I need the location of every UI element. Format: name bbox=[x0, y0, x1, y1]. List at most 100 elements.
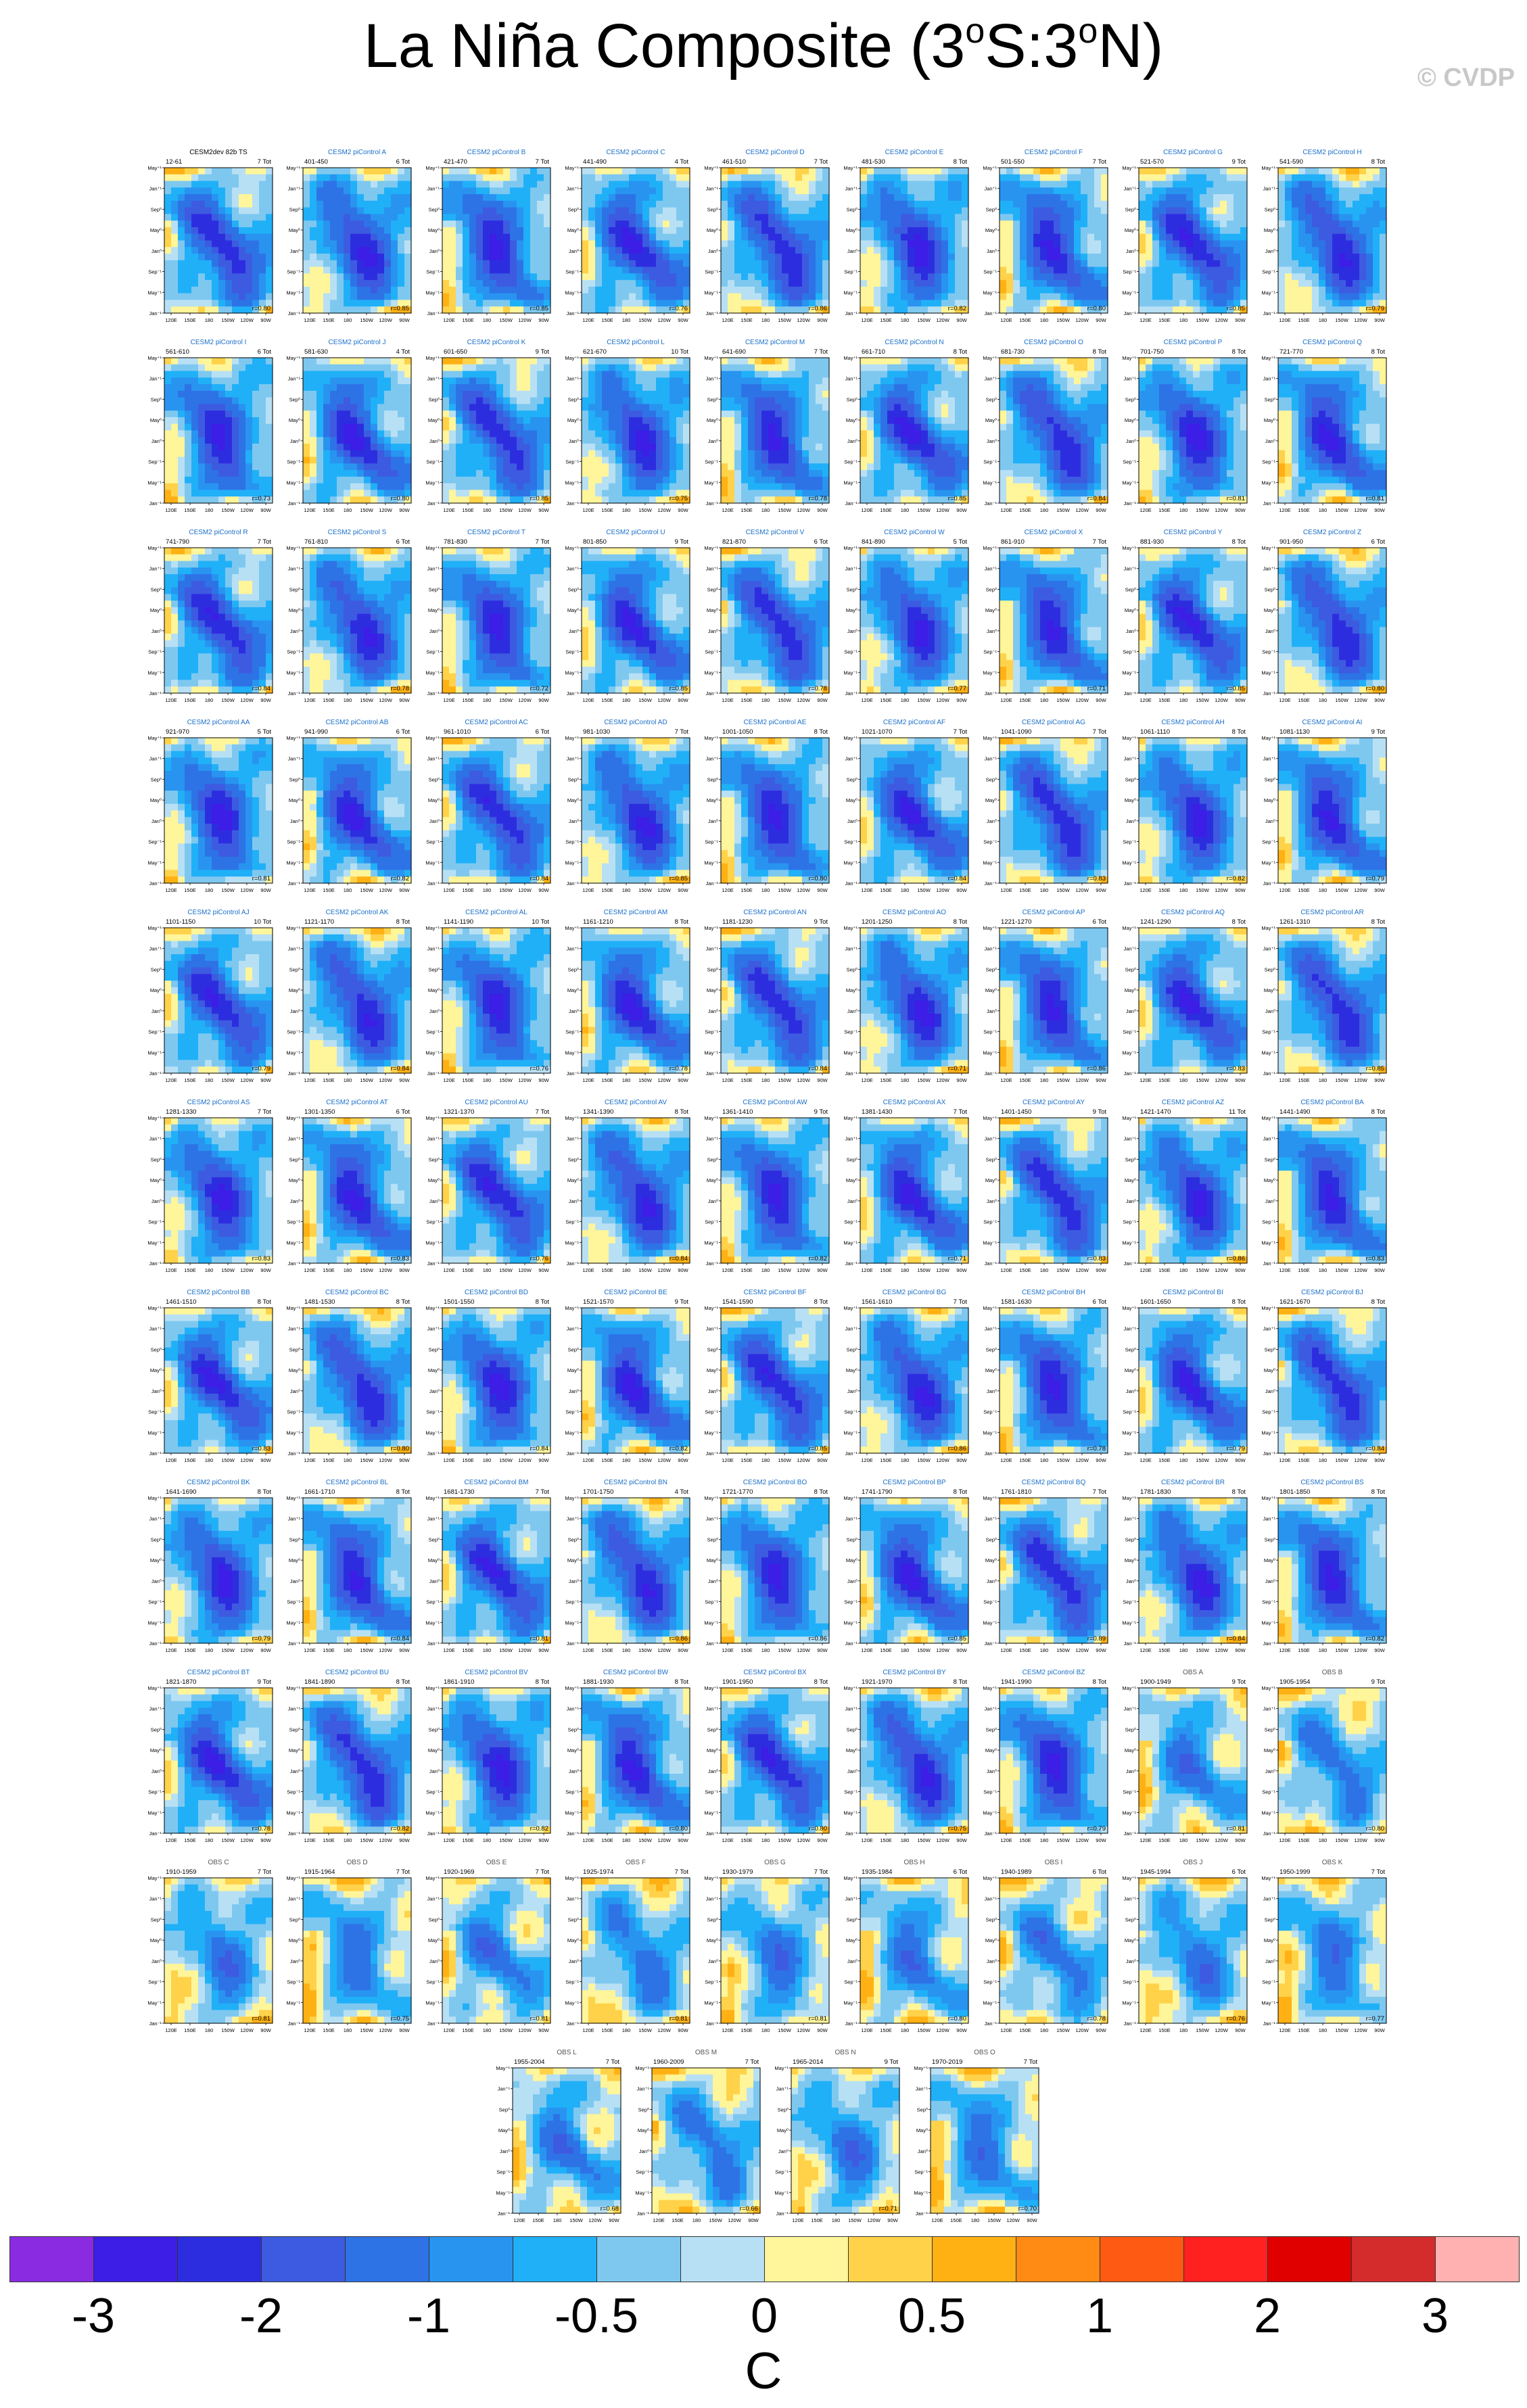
x-tick-label: 120W bbox=[1354, 317, 1368, 323]
heatmap-cell bbox=[1359, 227, 1367, 235]
heatmap-cell bbox=[1013, 174, 1020, 182]
heatmap-cell bbox=[1186, 233, 1194, 241]
heatmap-cell bbox=[463, 476, 470, 484]
heatmap-cell bbox=[330, 247, 337, 254]
heatmap-cell bbox=[469, 214, 477, 221]
heatmap-cell bbox=[602, 260, 609, 268]
heatmap-cell bbox=[330, 364, 337, 372]
heatmap-cell bbox=[768, 300, 776, 307]
heatmap-cell bbox=[748, 214, 755, 221]
heatmap-cell bbox=[530, 404, 538, 411]
heatmap-cell bbox=[789, 273, 796, 281]
heatmap-cell bbox=[337, 417, 344, 425]
heatmap-cell bbox=[615, 227, 623, 235]
heatmap-cell bbox=[503, 293, 511, 301]
heatmap-cell bbox=[323, 194, 331, 202]
heatmap-cell bbox=[330, 456, 337, 464]
heatmap-cell bbox=[941, 214, 949, 221]
heatmap-cell bbox=[775, 286, 782, 294]
heatmap-cell bbox=[337, 207, 344, 215]
heatmap-cell bbox=[1013, 286, 1020, 294]
heatmap-cell bbox=[663, 410, 670, 418]
heatmap-cell bbox=[198, 194, 206, 202]
heatmap-cell bbox=[1339, 194, 1346, 202]
heatmap-cell bbox=[232, 384, 239, 392]
heatmap-cell bbox=[330, 377, 337, 385]
heatmap-cell bbox=[476, 220, 484, 228]
heatmap-cell bbox=[1285, 266, 1292, 274]
heatmap-cell bbox=[371, 247, 378, 254]
heatmap-cell bbox=[914, 233, 922, 241]
heatmap-cell bbox=[483, 470, 490, 477]
heatmap-cell bbox=[266, 260, 273, 268]
heatmap-cell bbox=[225, 456, 233, 464]
heatmap-cell bbox=[1173, 168, 1180, 175]
heatmap-cell bbox=[377, 384, 385, 392]
panel-frame bbox=[1138, 167, 1248, 314]
heatmap-cell bbox=[676, 233, 684, 241]
heatmap-cell bbox=[822, 273, 830, 281]
heatmap-cell bbox=[860, 266, 868, 274]
heatmap-cell bbox=[1054, 214, 1061, 221]
heatmap-cell bbox=[1179, 214, 1187, 221]
heatmap-cell bbox=[894, 247, 901, 254]
heatmap-cell bbox=[225, 286, 233, 294]
heatmap-cell bbox=[503, 214, 511, 221]
heatmap-cell bbox=[523, 227, 531, 235]
heatmap-cell bbox=[1373, 240, 1380, 247]
heatmap-cell bbox=[239, 371, 246, 378]
heatmap-cell bbox=[245, 181, 253, 188]
heatmap-cell bbox=[1139, 200, 1146, 208]
heatmap-cell bbox=[510, 286, 517, 294]
heatmap-cell bbox=[1006, 280, 1014, 287]
heatmap-cell bbox=[955, 247, 962, 254]
heatmap-cell bbox=[330, 181, 337, 188]
heatmap-cell bbox=[1173, 214, 1180, 221]
heatmap-cell bbox=[1074, 168, 1081, 175]
heatmap-cell bbox=[962, 300, 969, 307]
heatmap-cell bbox=[178, 266, 185, 274]
heatmap-cell bbox=[1227, 214, 1234, 221]
heatmap-cell bbox=[642, 430, 650, 438]
heatmap-cell bbox=[350, 496, 358, 504]
heatmap-cell bbox=[948, 174, 956, 182]
heatmap-cell bbox=[490, 456, 497, 464]
heatmap-cell bbox=[755, 200, 762, 208]
heatmap-cell bbox=[1346, 194, 1353, 202]
heatmap-cell bbox=[530, 384, 538, 392]
heatmap-cell bbox=[316, 377, 324, 385]
heatmap-cell bbox=[816, 286, 823, 294]
heatmap-cell bbox=[205, 483, 212, 491]
heatmap-cell bbox=[1139, 214, 1146, 221]
heatmap-cell bbox=[171, 220, 179, 228]
heatmap-cell bbox=[316, 207, 324, 215]
heatmap-cell bbox=[1000, 273, 1007, 281]
heatmap-cell bbox=[239, 437, 246, 444]
heatmap-cell bbox=[622, 390, 630, 398]
heatmap-cell bbox=[357, 200, 365, 208]
heatmap-cell bbox=[669, 233, 677, 241]
heatmap-cell bbox=[1013, 247, 1020, 254]
heatmap-cell bbox=[1027, 240, 1034, 247]
heatmap-cell bbox=[252, 300, 260, 307]
heatmap-cell bbox=[789, 260, 796, 268]
heatmap-cell bbox=[449, 233, 456, 241]
heatmap-cell bbox=[205, 463, 212, 471]
heatmap-cell bbox=[503, 174, 511, 182]
x-tick-label: 120W bbox=[240, 317, 254, 323]
heatmap-cell bbox=[588, 293, 596, 301]
heatmap-cell bbox=[1373, 254, 1380, 261]
heatmap-cell bbox=[212, 194, 219, 202]
heatmap-cell bbox=[1101, 240, 1108, 247]
heatmap-cell bbox=[198, 463, 206, 471]
heatmap-cell bbox=[371, 280, 378, 287]
heatmap-cell bbox=[330, 300, 337, 307]
heatmap-cell bbox=[456, 377, 463, 385]
heatmap-cell bbox=[1285, 174, 1292, 182]
heatmap-cell bbox=[622, 207, 630, 215]
heatmap-cell bbox=[164, 254, 172, 261]
heatmap-cell bbox=[962, 207, 969, 215]
heatmap-cell bbox=[496, 273, 504, 281]
y-tick-label: May⁻¹ bbox=[983, 289, 997, 296]
heatmap-cell bbox=[683, 423, 690, 431]
